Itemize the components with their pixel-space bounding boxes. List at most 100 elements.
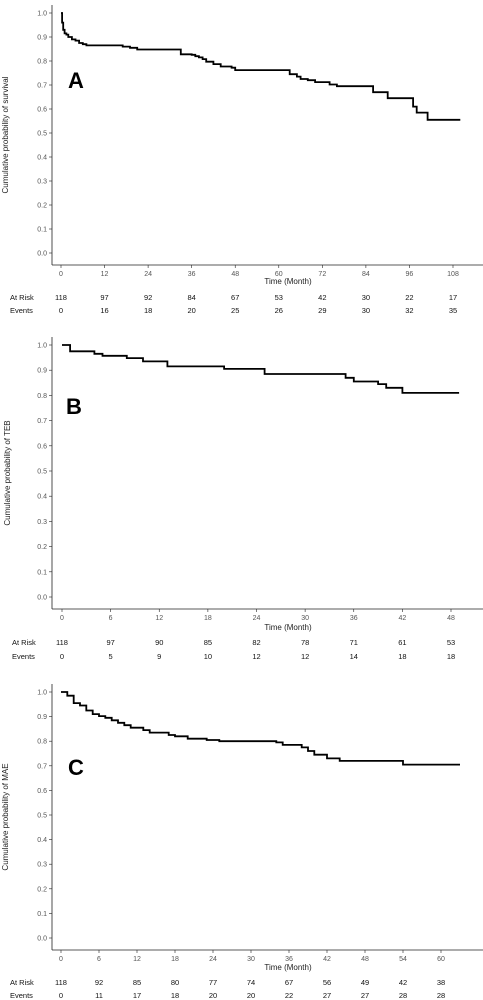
x-axis-label: Time (Month) (264, 277, 312, 286)
risk-cell: 92 (95, 978, 103, 987)
risk-cell: 12 (252, 652, 260, 661)
risk-cell: 118 (56, 638, 68, 647)
y-tick-label: 0.0 (37, 251, 47, 258)
risk-cell: 30 (362, 293, 370, 302)
risk-cell: 27 (323, 991, 331, 1000)
y-tick-label: 0.8 (37, 393, 47, 400)
x-tick-label: 108 (447, 271, 459, 278)
risk-cell: 20 (187, 306, 195, 315)
km-curve-series-0 (62, 344, 460, 394)
risk-cell: 28 (399, 991, 407, 1000)
x-tick-label: 48 (361, 956, 369, 963)
x-tick-label: 84 (362, 271, 370, 278)
risk-cell: 30 (362, 306, 370, 315)
x-tick-label: 36 (188, 271, 196, 278)
y-tick-label: 0.0 (37, 936, 47, 943)
panel-letter: B (66, 394, 82, 419)
y-tick-label: 0.5 (37, 469, 47, 476)
x-tick-label: 0 (60, 615, 64, 622)
risk-row-label: At Risk (12, 638, 36, 647)
y-tick-label: 1.0 (37, 11, 47, 18)
y-tick-label: 0.4 (37, 494, 47, 501)
y-tick-label: 0.6 (37, 443, 47, 450)
km-curve-series-0 (61, 12, 461, 121)
y-tick-label: 1.0 (37, 690, 47, 697)
x-tick-label: 60 (437, 956, 445, 963)
km-curve-series-0 (61, 691, 460, 766)
x-tick-label: 0 (59, 956, 63, 963)
risk-cell: 49 (361, 978, 369, 987)
risk-cell: 97 (106, 638, 114, 647)
x-tick-label: 30 (247, 956, 255, 963)
km-panel-c: 0.0 0.1 0.2 0.3 0.4 0.5 0.6 0.7 0.8 0.9 1.0 0 6 12 18 2… (1, 684, 483, 1000)
risk-cell: 16 (100, 306, 108, 315)
x-tick-label: 48 (447, 615, 455, 622)
x-tick-label: 12 (133, 956, 141, 963)
x-tick-label: 6 (109, 615, 113, 622)
risk-cell: 85 (133, 978, 141, 987)
x-tick-label: 36 (350, 615, 358, 622)
risk-cell: 11 (95, 991, 103, 1000)
km-panel-b: 0.0 0.1 0.2 0.3 0.4 0.5 0.6 0.7 0.8 0.9 1.0 0 6 12 18 2… (3, 337, 483, 661)
y-tick-label: 0.9 (37, 368, 47, 375)
risk-cell: 17 (449, 293, 457, 302)
x-axis-label: Time (Month) (264, 623, 312, 632)
risk-row-label: Events (10, 306, 33, 315)
risk-cell: 82 (252, 638, 260, 647)
risk-cell: 20 (209, 991, 217, 1000)
risk-cell: 18 (144, 306, 152, 315)
x-tick-label: 54 (399, 956, 407, 963)
risk-row-label: At Risk (10, 978, 34, 987)
x-tick-label: 48 (231, 271, 239, 278)
y-tick-label: 0.2 (37, 544, 47, 551)
x-tick-label: 42 (398, 615, 406, 622)
risk-cell: 61 (398, 638, 406, 647)
risk-cell: 92 (144, 293, 152, 302)
risk-cell: 90 (155, 638, 163, 647)
y-tick-label: 0.8 (37, 739, 47, 746)
y-tick-label: 0.2 (37, 203, 47, 210)
risk-row-label: Events (10, 991, 33, 1000)
y-tick-label: 0.4 (37, 155, 47, 162)
risk-cell: 22 (285, 991, 293, 1000)
y-tick-label: 0.0 (37, 595, 47, 602)
y-tick-label: 0.6 (37, 107, 47, 114)
risk-cell: 10 (204, 652, 212, 661)
y-tick-label: 0.3 (37, 862, 47, 869)
y-tick-label: 0.3 (37, 519, 47, 526)
x-tick-label: 36 (285, 956, 293, 963)
risk-cell: 25 (231, 306, 239, 315)
x-tick-label: 60 (275, 271, 283, 278)
y-tick-label: 0.9 (37, 35, 47, 42)
x-tick-label: 0 (59, 271, 63, 278)
y-tick-label: 0.8 (37, 59, 47, 66)
y-tick-label: 0.7 (37, 418, 47, 425)
y-tick-label: 0.5 (37, 131, 47, 138)
risk-cell: 77 (209, 978, 217, 987)
risk-cell: 5 (109, 652, 113, 661)
risk-cell: 84 (187, 293, 195, 302)
x-tick-label: 24 (209, 956, 217, 963)
risk-cell: 12 (301, 652, 309, 661)
risk-cell: 18 (447, 652, 455, 661)
x-tick-label: 6 (97, 956, 101, 963)
risk-cell: 9 (157, 652, 161, 661)
risk-cell: 53 (447, 638, 455, 647)
risk-cell: 80 (171, 978, 179, 987)
x-tick-label: 42 (323, 956, 331, 963)
panel-letter: C (68, 755, 84, 780)
risk-cell: 28 (437, 991, 445, 1000)
panel-letter: A (68, 68, 84, 93)
x-tick-label: 24 (253, 615, 261, 622)
risk-row-label: At Risk (10, 293, 34, 302)
km-panel-a: 0.0 0.1 0.2 0.3 0.4 0.5 0.6 0.7 0.8 0.9 1.0 0 12 24 36… (1, 5, 483, 315)
y-tick-label: 0.6 (37, 788, 47, 795)
risk-cell: 35 (449, 306, 457, 315)
risk-cell: 97 (100, 293, 108, 302)
risk-cell: 42 (399, 978, 407, 987)
risk-cell: 71 (350, 638, 358, 647)
risk-cell: 0 (59, 306, 63, 315)
risk-cell: 27 (361, 991, 369, 1000)
y-axis-label: Cumulative probability of TEB (3, 420, 12, 525)
